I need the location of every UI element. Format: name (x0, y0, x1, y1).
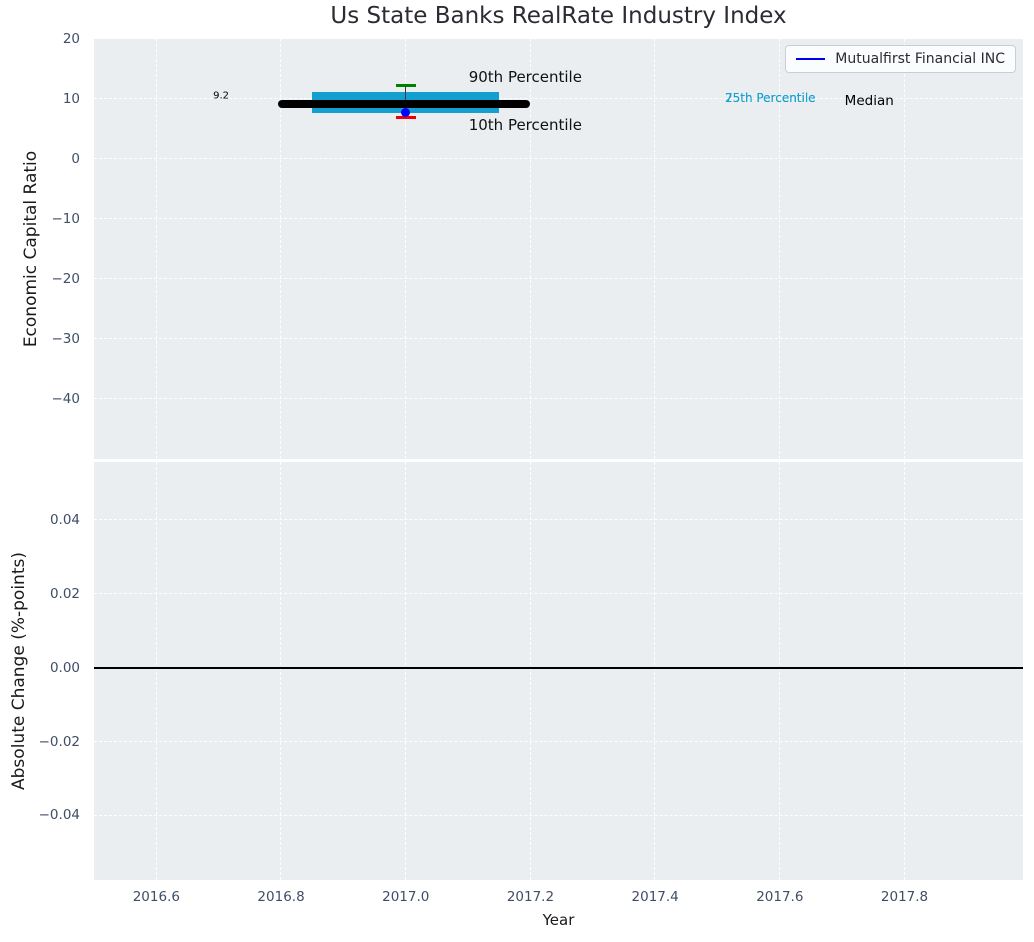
gridline-horizontal (94, 98, 1023, 100)
y-tick-label: 0.00 (49, 659, 80, 676)
top-y-axis-label: Economic Capital Ratio (21, 150, 41, 348)
gridline-horizontal (94, 398, 1023, 400)
y-tick-label: −0.02 (38, 733, 80, 750)
gridline-vertical (779, 462, 781, 880)
gridline-horizontal (94, 38, 1023, 40)
legend: Mutualfirst Financial INC (785, 45, 1016, 73)
gridline-vertical (654, 462, 656, 880)
gridline-vertical (529, 462, 531, 880)
y-tick-label: −0.04 (38, 807, 80, 824)
gridline-horizontal (94, 593, 1023, 595)
gridline-vertical (405, 462, 407, 880)
top-axes: Mutualfirst Financial INC 9.2 90th Percen… (94, 38, 1023, 459)
x-axis-label: Year (542, 911, 575, 929)
p10-cap (395, 115, 416, 119)
x-tick-label: 2017.0 (382, 889, 430, 905)
y-tick-label: 0.02 (49, 585, 80, 602)
gridline-vertical (405, 39, 407, 459)
zero-line (94, 666, 1023, 669)
y-tick-label: −10 (51, 211, 81, 227)
median-line (277, 99, 531, 108)
bottom-axes (94, 462, 1023, 880)
p90-cap (395, 84, 416, 88)
y-tick-label: −20 (51, 271, 81, 287)
gridline-vertical (155, 39, 157, 459)
gridline-vertical (903, 39, 905, 459)
annotation-p10-label: 10th Percentile (468, 115, 582, 134)
gridline-horizontal (94, 278, 1023, 280)
y-tick-label: 0 (71, 151, 80, 167)
annotation-median-label: Median (844, 93, 894, 110)
company-marker (401, 107, 411, 117)
y-tick-label: 20 (62, 31, 80, 47)
gridline-horizontal (94, 338, 1023, 340)
gridline-horizontal (94, 740, 1023, 742)
legend-line-sample-icon (796, 58, 826, 60)
x-tick-label: 2017.4 (631, 889, 679, 905)
whisker-line (404, 85, 407, 113)
chart-title: Us State Banks RealRate Industry Index (330, 3, 787, 29)
gridline-horizontal (94, 519, 1023, 521)
annotation-p25-label: 25th Percentile (724, 90, 816, 105)
annotation-p90-label: 90th Percentile (468, 67, 582, 86)
annotation-p75-label: 75th Percentile (724, 90, 816, 105)
gridline-horizontal (94, 218, 1023, 220)
y-tick-label: −30 (51, 331, 81, 347)
gridline-vertical (654, 39, 656, 459)
gridline-horizontal (94, 814, 1023, 816)
x-tick-label: 2017.8 (880, 889, 929, 905)
gridline-horizontal (94, 158, 1023, 160)
gridline-vertical (779, 39, 781, 459)
gridline-vertical (903, 462, 905, 880)
annotation-median-value-label: 9.2 (213, 90, 229, 102)
gridline-vertical (529, 39, 531, 459)
legend-label: Mutualfirst Financial INC (835, 51, 1005, 67)
y-tick-label: −40 (51, 391, 81, 407)
x-tick-label: 2016.8 (257, 889, 305, 905)
x-tick-label: 2016.6 (132, 889, 180, 905)
y-tick-label: 10 (62, 91, 80, 107)
x-tick-label: 2017.2 (506, 889, 555, 905)
gridline-vertical (155, 462, 157, 880)
gridline-vertical (280, 39, 282, 459)
gridline-vertical (280, 462, 282, 880)
x-tick-label: 2017.6 (756, 889, 804, 905)
y-tick-label: 0.04 (49, 511, 80, 528)
